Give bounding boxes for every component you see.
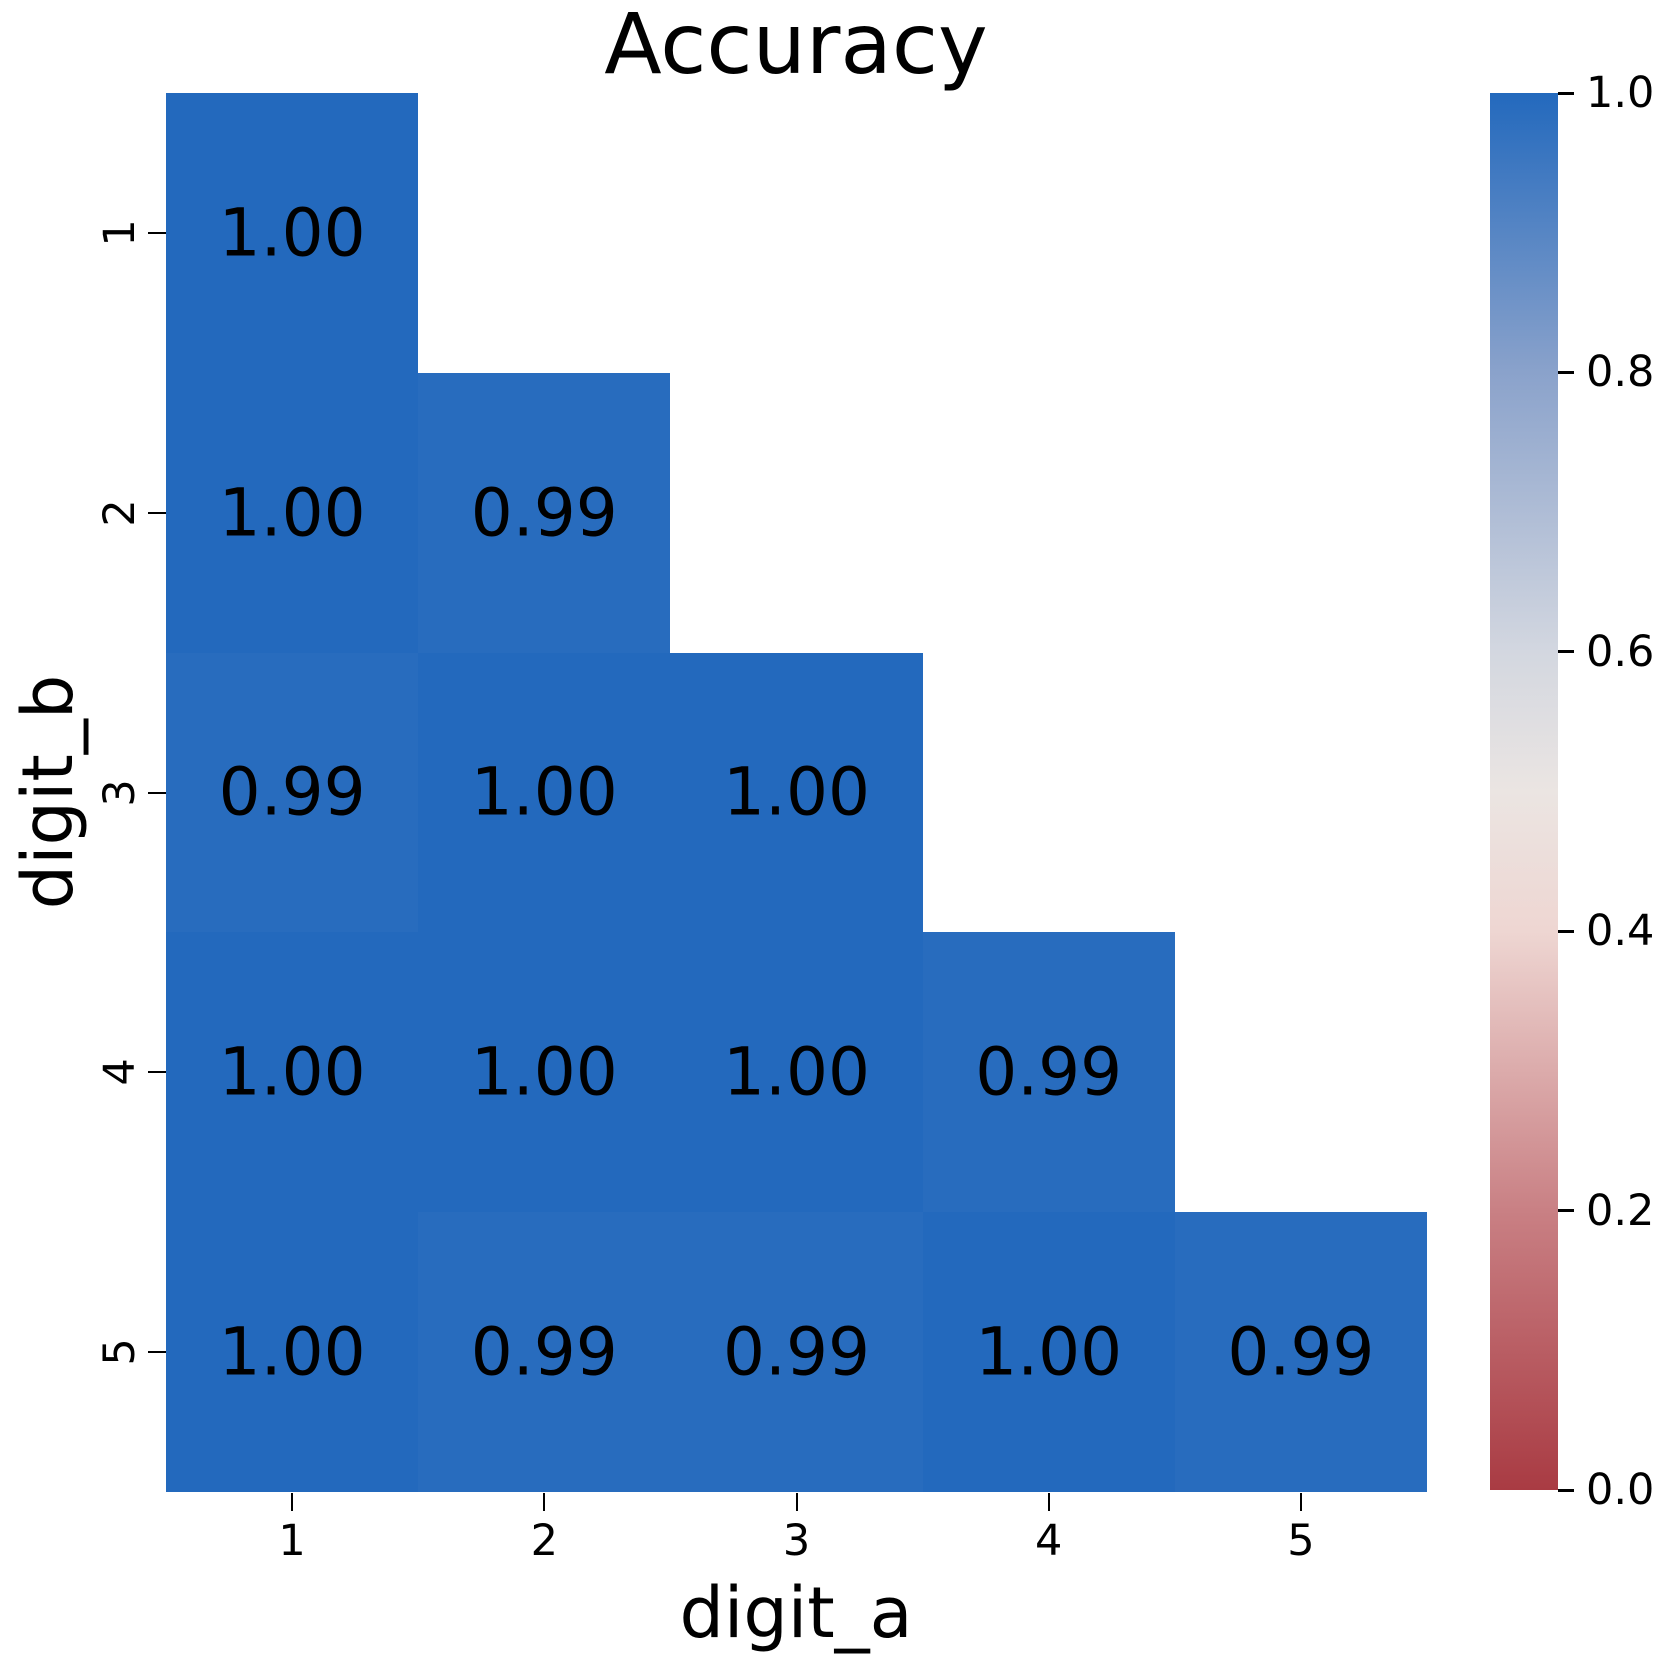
colorbar-tick-mark [1558,929,1574,933]
heatmap-cell-r5-c4: 1.00 [922,1212,1175,1492]
heatmap-cell-value: 0.99 [975,1033,1123,1111]
x-tick-mark [795,1493,798,1511]
colorbar-tick-mark [1558,370,1574,374]
heatmap-cell-r2-c2: 0.99 [418,372,671,653]
chart-title: Accuracy [604,0,988,93]
y-tick-mark [148,791,166,794]
x-tick-label: 3 [782,1516,811,1566]
colorbar-tick-mark [1558,1488,1574,1492]
colorbar-tick-label: 0.4 [1586,906,1655,957]
y-tick-mark [148,511,166,514]
y-tick-label: 5 [95,1338,145,1366]
heatmap-cell-value: 0.99 [470,1313,618,1391]
x-axis-label: digit_a [679,1572,913,1654]
y-axis-label: digit_b [7,674,89,910]
y-tick-label: 2 [95,499,145,527]
heatmap-cell-r4-c4: 0.99 [922,932,1175,1213]
heatmap-plot: 1.00 1.00 0.99 0.99 1.00 1.00 1.00 1.00 1.00 0.99… [166,93,1427,1492]
heatmap-cell-value: 0.99 [218,753,366,831]
x-tick-mark [1047,1493,1050,1511]
heatmap-cell-r4-c3: 1.00 [670,932,923,1213]
x-tick-mark [1299,1493,1302,1511]
y-tick-mark [148,1071,166,1074]
heatmap-cell-r5-c5: 0.99 [1174,1212,1427,1492]
heatmap-cell-r3-c3: 1.00 [670,652,923,933]
heatmap-cell-value: 1.00 [470,753,618,831]
x-tick-label: 2 [530,1516,558,1566]
heatmap-cell-value: 0.99 [723,1313,870,1391]
heatmap-cell-value: 1.00 [218,1313,366,1391]
colorbar [1490,93,1558,1490]
x-tick-mark [543,1493,546,1511]
heatmap-cell-value: 1.00 [975,1313,1123,1391]
x-tick-label: 5 [1287,1516,1315,1566]
colorbar-tick-label: 1.0 [1586,68,1655,118]
y-tick-mark [148,231,166,234]
heatmap-cell-value: 1.00 [723,753,870,831]
heatmap-cell-r3-c1: 0.99 [166,652,419,933]
colorbar-tick-mark [1558,650,1574,654]
x-tick-mark [291,1493,294,1511]
heatmap-cell-value: 1.00 [470,1033,618,1111]
colorbar-tick-label: 0.0 [1586,1465,1655,1515]
y-tick-label: 4 [95,1058,145,1086]
y-tick-mark [148,1351,166,1354]
heatmap-cell-r1-c1: 1.00 [166,93,419,373]
heatmap-cell-value: 0.99 [470,474,618,552]
heatmap-cell-r2-c1: 1.00 [166,372,419,653]
heatmap-cell-r3-c2: 1.00 [418,652,671,933]
y-tick-label: 3 [95,778,145,807]
colorbar-tick-label: 0.6 [1586,626,1655,677]
x-tick-label: 1 [278,1516,306,1566]
heatmap-cell-value: 1.00 [218,1033,366,1111]
colorbar-tick-label: 0.2 [1586,1185,1655,1236]
heatmap-cell-r5-c1: 1.00 [166,1212,419,1492]
heatmap-cell-value: 1.00 [723,1033,870,1111]
heatmap-cell-r5-c3: 0.99 [670,1212,923,1492]
heatmap-cell-value: 0.99 [1227,1313,1375,1391]
heatmap-cell-value: 1.00 [218,194,366,272]
x-tick-label: 4 [1035,1516,1063,1566]
colorbar-tick-label: 0.8 [1586,347,1655,398]
heatmap-cell-r4-c1: 1.00 [166,932,419,1213]
heatmap-cell-r4-c2: 1.00 [418,932,671,1213]
heatmap-cell-r5-c2: 0.99 [418,1212,671,1492]
heatmap-cell-value: 1.00 [218,474,366,552]
y-tick-label: 1 [95,219,145,247]
colorbar-tick-mark [1558,91,1574,95]
colorbar-tick-mark [1558,1209,1574,1213]
